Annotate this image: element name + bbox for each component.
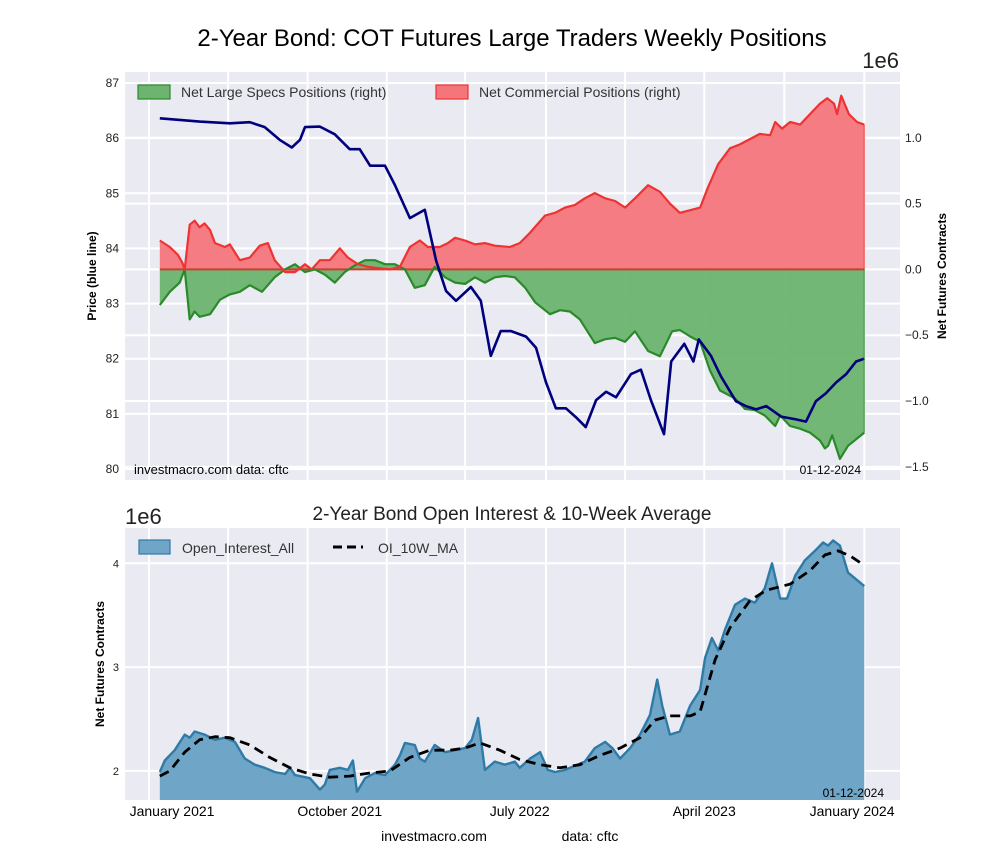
bottom-y-tick-label: 3	[113, 662, 119, 674]
top-right-tick-label: −0.5	[905, 328, 929, 342]
bottom-x-tick-label: October 2021	[297, 803, 382, 819]
top-plot-area: 80 81 82 83 84 85 86 87 −1.5 −1.0 −0.5 0.0 0.5 1.0 i…	[106, 72, 929, 480]
top-left-tick-label: 83	[106, 297, 120, 311]
bottom-y-axis-label: Net Futures Contracts	[93, 601, 107, 727]
commercial-positions-line	[159, 94, 865, 274]
top-legend: Net Large Specs Positions (right) Net Co…	[137, 84, 681, 100]
footer-data: data: cftc	[562, 828, 619, 844]
bottom-x-tick-label: July 2022	[490, 803, 550, 819]
open-interest-line	[158, 539, 866, 793]
top-chart-title: 2-Year Bond: COT Futures Large Traders W…	[197, 25, 826, 52]
bottom-date-annotation: 01-12-2024	[823, 786, 885, 800]
bottom-axis-scale-label: 1e6	[125, 504, 162, 529]
bottom-x-tick-labels: January 2021 October 2021 July 2022 April 2…	[130, 803, 895, 819]
top-right-tick-label: −1.0	[905, 394, 929, 408]
top-right-axis-scale-label: 1e6	[862, 48, 899, 73]
bottom-x-tick-label: January 2024	[810, 803, 895, 819]
oi-10-week-moving-average-line	[159, 549, 866, 779]
legend-swatch-specs	[137, 84, 171, 100]
price-line	[159, 117, 865, 436]
top-series-group	[158, 94, 866, 460]
legend-swatch-commercial	[435, 84, 469, 100]
top-right-axis-label: Net Futures Contracts	[935, 213, 949, 339]
top-left-tick-labels: 80 81 82 83 84 85 86 87	[106, 76, 120, 476]
bottom-series-group	[158, 539, 866, 800]
bottom-y-tick-label: 2	[113, 766, 119, 778]
open-interest-area	[159, 540, 865, 800]
legend-label-open-interest: Open_Interest_All	[182, 540, 294, 556]
legend-label-specs: Net Large Specs Positions (right)	[181, 84, 386, 100]
top-left-tick-label: 84	[106, 241, 120, 255]
top-left-tick-label: 86	[106, 131, 120, 145]
large-specs-positions-line	[158, 259, 865, 460]
top-left-tick-label: 85	[106, 186, 120, 200]
bottom-chart-title: 2-Year Bond Open Interest & 10-Week Aver…	[313, 504, 712, 525]
commercial-positions-area	[159, 95, 865, 273]
bottom-x-tick-label: April 2023	[673, 803, 736, 819]
legend-label-moving-average: OI_10W_MA	[378, 540, 459, 556]
top-left-tick-label: 80	[106, 462, 120, 476]
footer-source: investmacro.com	[381, 828, 487, 844]
bottom-y-tick-labels: 2 3 4	[113, 558, 119, 778]
bottom-plot-area: 2 3 4 01-12-2024	[113, 528, 900, 800]
top-right-tick-label: 0.0	[905, 262, 922, 276]
legend-swatch-open-interest	[138, 539, 171, 555]
large-specs-positions-area	[159, 260, 865, 459]
top-date-annotation: 01-12-2024	[800, 463, 862, 477]
top-left-axis-label: Price (blue line)	[85, 231, 99, 320]
top-left-tick-label: 82	[106, 352, 120, 366]
top-left-tick-label: 87	[106, 76, 120, 90]
top-left-tick-label: 81	[106, 407, 120, 421]
top-source-annotation: investmacro.com data: cftc	[134, 462, 289, 477]
legend-label-commercial: Net Commercial Positions (right)	[479, 84, 681, 100]
bottom-y-tick-label: 4	[113, 558, 119, 570]
bottom-legend: Open_Interest_All OI_10W_MA	[138, 539, 459, 556]
top-right-tick-label: −1.5	[905, 460, 929, 474]
top-right-tick-labels: −1.5 −1.0 −0.5 0.0 0.5 1.0	[905, 131, 929, 474]
bottom-x-tick-label: January 2021	[130, 803, 215, 819]
top-right-tick-label: 1.0	[905, 131, 922, 145]
top-right-tick-label: 0.5	[905, 197, 922, 211]
